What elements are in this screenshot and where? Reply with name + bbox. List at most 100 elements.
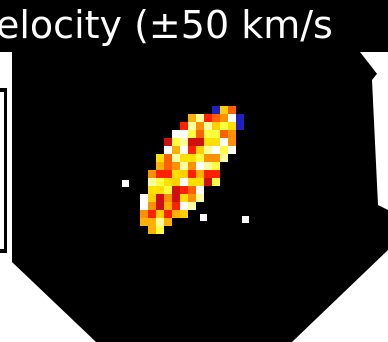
pixel	[228, 106, 236, 114]
pixel	[148, 194, 156, 202]
pixel	[196, 178, 204, 186]
pixel	[196, 138, 204, 146]
pixel	[212, 162, 220, 170]
pixel	[220, 138, 228, 146]
pixel	[156, 194, 164, 202]
pixel	[180, 202, 188, 210]
pixel	[228, 130, 236, 138]
pixel	[212, 106, 220, 114]
pixel	[236, 114, 244, 122]
pixel	[220, 146, 228, 154]
pixel	[196, 122, 204, 130]
pixel	[212, 138, 220, 146]
pixel	[204, 138, 212, 146]
pixel	[156, 178, 164, 186]
slide: elocity (±50 km/s	[0, 0, 388, 342]
pixel	[188, 186, 196, 194]
pixel	[164, 138, 172, 146]
pixel	[180, 178, 188, 186]
pixel	[220, 122, 228, 130]
pixel	[172, 202, 180, 210]
slide-title: elocity (±50 km/s	[0, 3, 333, 47]
pixel	[204, 154, 212, 162]
pixel	[180, 130, 188, 138]
pixel	[164, 202, 172, 210]
pixel	[188, 178, 196, 186]
pixel	[148, 170, 156, 178]
pixel	[148, 178, 156, 186]
pixel	[164, 218, 172, 226]
pixel	[188, 194, 196, 202]
pixel	[212, 178, 220, 186]
pixel	[172, 162, 180, 170]
pixel	[164, 154, 172, 162]
pixel	[188, 130, 196, 138]
pixel	[148, 210, 156, 218]
pixel	[228, 114, 236, 122]
pixel	[148, 218, 156, 226]
pixel	[180, 146, 188, 154]
pixel	[172, 146, 180, 154]
pixel	[140, 194, 148, 202]
pixel	[180, 162, 188, 170]
pixel	[180, 170, 188, 178]
pixel	[156, 202, 164, 210]
pixel	[156, 162, 164, 170]
pixel	[172, 178, 180, 186]
pixel	[156, 170, 164, 178]
pixel	[204, 162, 212, 170]
pixel	[180, 210, 188, 218]
pixel	[164, 194, 172, 202]
pixel	[220, 106, 228, 114]
pixel	[188, 114, 196, 122]
pixel	[188, 146, 196, 154]
pixel	[172, 186, 180, 194]
page: elocity (±50 km/s (() => { const data = …	[0, 0, 388, 342]
pixel	[196, 186, 204, 194]
pixel	[204, 146, 212, 154]
pixel	[172, 170, 180, 178]
pixel	[204, 178, 212, 186]
pixel	[172, 154, 180, 162]
pixel	[188, 154, 196, 162]
pixel	[172, 130, 180, 138]
pixel	[236, 122, 244, 130]
pixel	[212, 122, 220, 130]
pixel	[204, 114, 212, 122]
pixel	[212, 154, 220, 162]
pixel	[196, 154, 204, 162]
pixel	[188, 162, 196, 170]
pixel	[156, 218, 164, 226]
pixel	[188, 170, 196, 178]
colorbar-inner	[0, 92, 4, 249]
pixel	[196, 162, 204, 170]
pixel	[172, 210, 180, 218]
pixel	[140, 218, 148, 226]
pixel	[164, 146, 172, 154]
pixel	[156, 154, 164, 162]
pixel	[180, 122, 188, 130]
pixel	[172, 138, 180, 146]
pixel	[148, 186, 156, 194]
pixel	[180, 186, 188, 194]
pixel	[220, 130, 228, 138]
pixel	[164, 162, 172, 170]
pixel	[148, 202, 156, 210]
pixel	[242, 216, 249, 223]
pixel	[156, 226, 164, 234]
pixel	[200, 214, 207, 221]
pixel	[156, 210, 164, 218]
pixel	[204, 122, 212, 130]
pixel	[122, 180, 129, 187]
pixel	[188, 122, 196, 130]
pixel	[212, 170, 220, 178]
pixel	[148, 226, 156, 234]
pixel	[140, 210, 148, 218]
pixel	[204, 130, 212, 138]
pixel	[156, 186, 164, 194]
pixel	[140, 202, 148, 210]
pixel	[220, 114, 228, 122]
pixel	[228, 122, 236, 130]
pixel	[196, 146, 204, 154]
pixel	[188, 202, 196, 210]
